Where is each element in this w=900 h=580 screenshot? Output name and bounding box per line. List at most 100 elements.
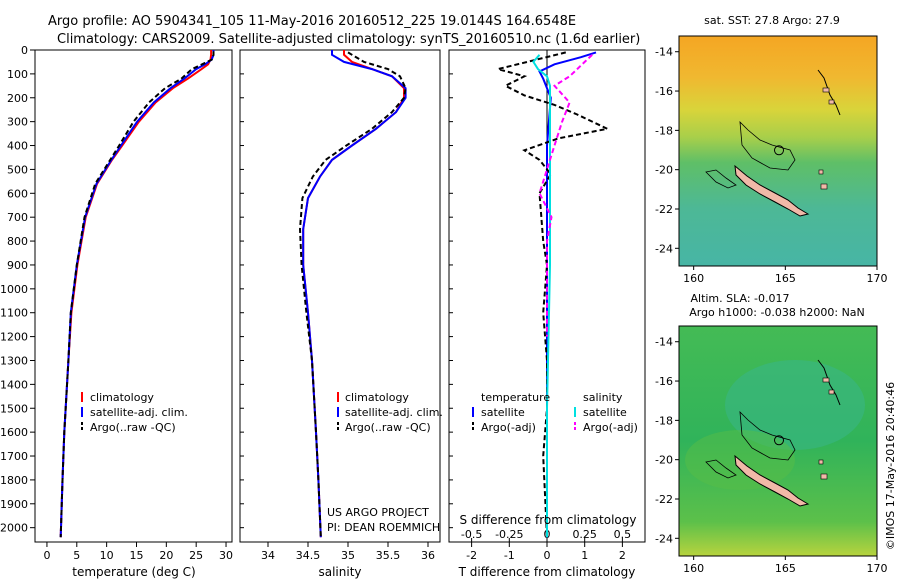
- legend-label-s-satellite: satellite: [583, 406, 627, 419]
- lat-tick-label: -24: [655, 242, 673, 255]
- depth-tick-label: 1600: [0, 426, 28, 439]
- vanuatu-island: [828, 389, 835, 395]
- loyalty-island: [820, 473, 828, 480]
- legend-label-satellite: satellite-adj. clim.: [90, 406, 188, 419]
- difference-series: [494, 51, 611, 538]
- depth-tick-label: 1400: [0, 378, 28, 391]
- sla-map: -14 -16 -18 -20 -22 -24 160 165 170: [655, 325, 888, 575]
- legend-label-t-argo: Argo(-adj): [481, 421, 536, 434]
- lon-tick-label: 170: [867, 562, 888, 575]
- depth-tick-label: 2000: [0, 522, 28, 535]
- reef-contour: [739, 410, 796, 461]
- lon-tick-label: 165: [775, 272, 796, 285]
- lon-tick-label: 160: [683, 272, 704, 285]
- sst-map-axes: -14 -16 -18 -20 -22 -24 160 165 170: [655, 46, 887, 285]
- lat-tick-label: -14: [655, 46, 673, 59]
- x-tick-label: -1: [504, 549, 515, 562]
- depth-tick-label: 1200: [0, 331, 28, 344]
- reef-contour-west: [705, 169, 737, 189]
- legend-label-climatology: climatology: [90, 391, 154, 404]
- depth-tick-label: 100: [7, 68, 28, 81]
- depth-tick-label: 300: [7, 116, 28, 129]
- depth-tick-label: 1000: [0, 283, 28, 296]
- series-line-salinity-satellite: [532, 54, 551, 538]
- lat-tick-label: -22: [655, 493, 673, 506]
- depth-tick-label: 700: [7, 211, 28, 224]
- depth-tick-label: 1300: [0, 354, 28, 367]
- legend-header-temperature: temperature: [481, 391, 550, 404]
- depth-tick-label: 1700: [0, 450, 28, 463]
- x2-tick-label: 0.25: [572, 528, 597, 541]
- reef-contour: [739, 120, 796, 171]
- sst-map-title: sat. SST: 27.8 Argo: 27.9: [704, 14, 840, 27]
- pi-label: PI: DEAN ROEMMICH: [327, 521, 440, 534]
- legend-label-climatology: climatology: [345, 391, 409, 404]
- sla-map-title-line1: Altim. SLA: -0.017: [690, 292, 789, 305]
- depth-tick-label: 1100: [0, 307, 28, 320]
- x-tick-label: 30: [219, 549, 233, 562]
- new-caledonia-island: [734, 454, 810, 507]
- depth-tick-label: 1900: [0, 498, 28, 511]
- loyalty-island: [818, 169, 824, 175]
- argo-position-marker: [774, 435, 785, 446]
- depth-tick-label: 1500: [0, 402, 28, 415]
- sla-map-frame: [678, 325, 878, 557]
- vanuatu-island: [822, 377, 830, 383]
- vanuatu-island: [822, 87, 830, 93]
- lat-tick-label: -20: [655, 164, 673, 177]
- legend-label-satellite: satellite-adj. clim.: [345, 406, 443, 419]
- lon-tick-label: 165: [775, 562, 796, 575]
- x-tick-label: 15: [129, 549, 143, 562]
- x-tick-label: 25: [189, 549, 203, 562]
- depth-tick-label: 900: [7, 259, 28, 272]
- x-tick-label: 5: [73, 549, 80, 562]
- legend-label-argo: Argo(..raw -QC): [90, 421, 176, 434]
- x2-tick-label: -0.5: [461, 528, 482, 541]
- lat-tick-label: -14: [655, 336, 673, 349]
- figure-title-line1: Argo profile: AO 5904341_105 11-May-2016…: [48, 14, 576, 29]
- x2-tick-label: -0.25: [495, 528, 523, 541]
- temperature-x-axis: 0 5 10 15 20 25 30: [43, 542, 233, 562]
- x-tick-label: 36: [421, 549, 435, 562]
- x-tick-label: 10: [100, 549, 114, 562]
- salinity-legend: climatology satellite-adj. clim. Argo(..…: [337, 391, 443, 434]
- lat-tick-label: -24: [655, 532, 673, 545]
- sla-map-axes: -14 -16 -18 -20 -22 -24 160 165 170: [655, 336, 887, 575]
- series-line-satellite-adj-clim-: [302, 50, 407, 538]
- series-line-satellite-adj-clim-: [59, 50, 215, 538]
- x-tick-label: 20: [159, 549, 173, 562]
- t-difference-x-axis: -2 -1 0 1 2: [466, 542, 626, 562]
- x-tick-label: 1: [581, 549, 588, 562]
- lat-tick-label: -18: [655, 414, 673, 427]
- depth-tick-label: 500: [7, 163, 28, 176]
- depth-tick-label: 200: [7, 92, 28, 105]
- x-tick-label: 35.5: [376, 549, 401, 562]
- depth-axis: 0 100 200 300 400 500 600 700 800 900 1000 1100 1200…: [0, 44, 453, 535]
- lat-tick-label: -16: [655, 85, 673, 98]
- lat-tick-label: -22: [655, 203, 673, 216]
- argo-position-marker: [774, 145, 785, 156]
- loyalty-island: [820, 183, 828, 190]
- depth-tick-label: 400: [7, 140, 28, 153]
- salinity-panel-frame: [239, 49, 441, 543]
- figure-title-line2: Climatology: CARS2009. Satellite-adjuste…: [57, 32, 640, 47]
- s-difference-axis-label: S difference from climatology: [460, 513, 637, 527]
- salinity-series: [298, 50, 407, 538]
- x-tick-label: 34: [261, 549, 275, 562]
- x-tick-label: 35: [341, 549, 355, 562]
- x-tick-label: 0: [43, 549, 50, 562]
- sla-anomaly-blob: [725, 360, 865, 450]
- sst-map-frame: [678, 35, 878, 267]
- series-line-salinity-argo-adj-: [538, 54, 593, 337]
- legend-label-s-argo: Argo(-adj): [583, 421, 638, 434]
- legend-label-t-satellite: satellite: [481, 406, 525, 419]
- x-tick-label: 2: [619, 549, 626, 562]
- legend-label-argo: Argo(..raw -QC): [345, 421, 431, 434]
- reef-contour-west: [705, 459, 737, 479]
- difference-legend: temperature salinity satellite Argo(-adj…: [472, 391, 638, 434]
- vanuatu-island: [828, 99, 835, 105]
- lat-tick-label: -20: [655, 454, 673, 467]
- imos-credit: ©IMOS 17-May-2016 20:40:46: [884, 382, 897, 550]
- lon-tick-label: 170: [867, 272, 888, 285]
